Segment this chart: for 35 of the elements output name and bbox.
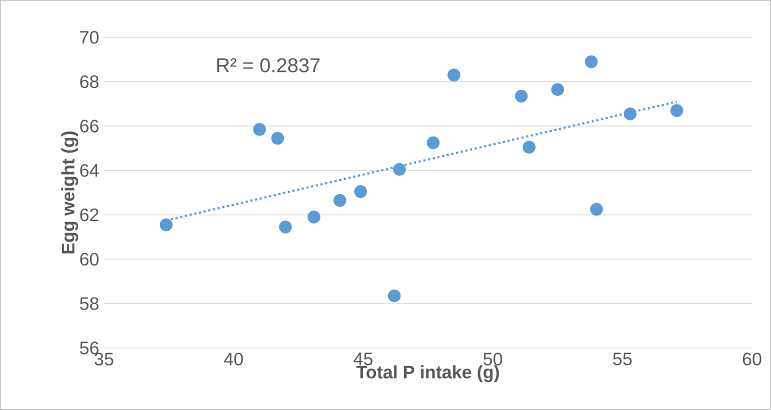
point bbox=[448, 68, 460, 82]
point bbox=[584, 55, 598, 68]
x-tick-label: 60 bbox=[742, 352, 762, 366]
point bbox=[624, 107, 637, 120]
y-tick-label: 64 bbox=[80, 164, 99, 177]
point bbox=[308, 210, 320, 224]
y-tick-label: 68 bbox=[80, 75, 99, 88]
point bbox=[253, 123, 266, 136]
point bbox=[514, 90, 528, 103]
point bbox=[522, 140, 536, 154]
x-tick-label: 45 bbox=[354, 352, 372, 366]
point bbox=[426, 136, 440, 150]
point bbox=[333, 194, 346, 207]
y-tick-label: 70 bbox=[80, 30, 99, 44]
point bbox=[160, 218, 173, 232]
point bbox=[279, 220, 292, 234]
annotation: R² = 0.2837 bbox=[217, 58, 320, 72]
y-tick-label: 66 bbox=[80, 120, 99, 132]
point bbox=[354, 185, 368, 198]
point bbox=[590, 202, 603, 216]
y-axis-title: Egg weight (g) bbox=[61, 132, 78, 254]
point bbox=[393, 162, 406, 176]
x-tick-label: 55 bbox=[613, 352, 632, 366]
x-tick-label: 35 bbox=[94, 352, 114, 366]
point bbox=[551, 83, 564, 96]
y-tick-label: 58 bbox=[80, 297, 99, 310]
y-tick-label: 62 bbox=[80, 208, 98, 222]
point bbox=[670, 104, 684, 117]
x-tick-label: 40 bbox=[224, 352, 243, 366]
x-axis-title: Total P intake (g) bbox=[356, 365, 499, 382]
point bbox=[271, 132, 284, 145]
y-tick-label: 60 bbox=[80, 252, 99, 266]
y-tick-label: 56 bbox=[80, 342, 99, 354]
x-tick-label: 50 bbox=[484, 352, 502, 366]
point bbox=[388, 289, 401, 302]
